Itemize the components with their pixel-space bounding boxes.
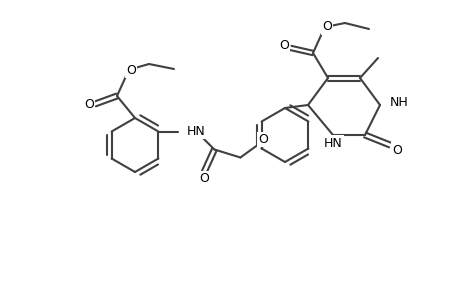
Text: O: O xyxy=(321,20,331,34)
Text: O: O xyxy=(199,172,209,185)
Text: O: O xyxy=(84,98,94,110)
Text: O: O xyxy=(258,133,268,146)
Text: O: O xyxy=(126,64,136,76)
Text: NH: NH xyxy=(389,95,408,109)
Text: O: O xyxy=(279,38,288,52)
Text: O: O xyxy=(391,143,401,157)
Text: HN: HN xyxy=(186,125,205,138)
Text: HN: HN xyxy=(323,136,341,149)
